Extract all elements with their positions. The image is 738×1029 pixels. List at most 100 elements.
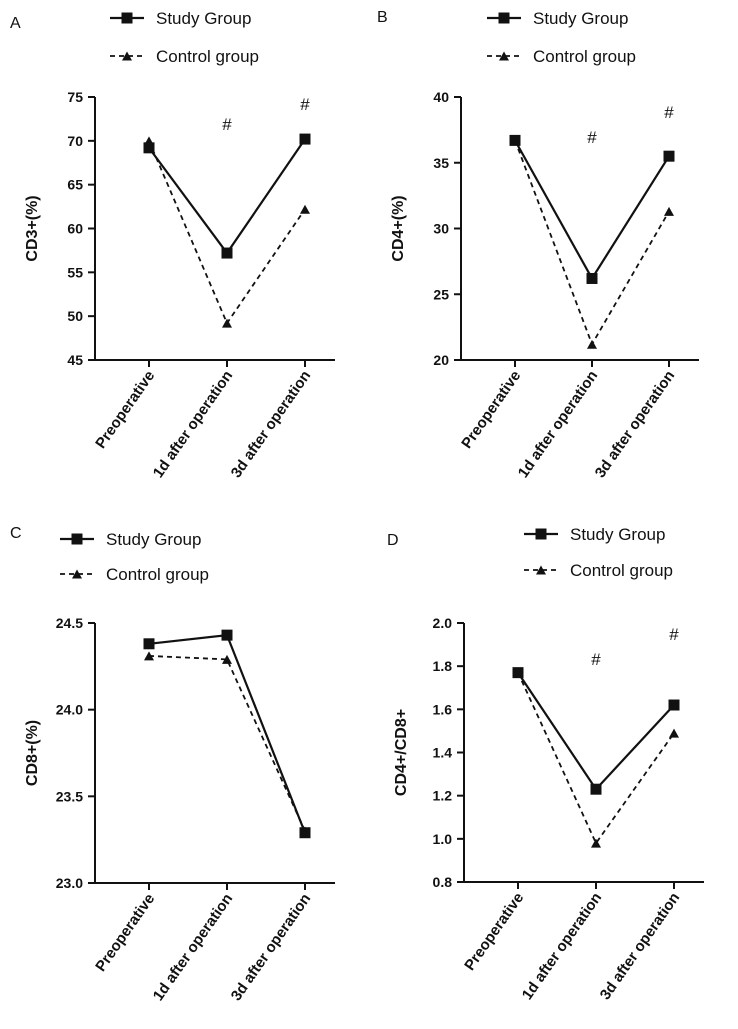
data-point-control — [144, 651, 154, 661]
data-point-control — [222, 654, 232, 664]
series-line-study — [148, 633, 307, 834]
data-point-control — [591, 838, 601, 848]
legend-label-study: Study Group — [106, 530, 201, 549]
legend-marker-study — [71, 533, 83, 545]
panel-letter: C — [10, 525, 22, 542]
data-point-study — [586, 272, 598, 284]
data-point-study — [299, 827, 311, 839]
y-tick-label: 25 — [433, 286, 449, 302]
y-tick-label: 1.8 — [433, 658, 453, 674]
x-tick-label: 1d after operation — [515, 368, 602, 482]
x-tick-label: 3d after operation — [592, 368, 679, 482]
series-line-control — [517, 672, 675, 845]
significance-marker: # — [587, 128, 597, 147]
legend-label-control: Control group — [106, 565, 209, 584]
panel-a-chart: A Study Group Control group 45 50 55 60 65 70 75 C… — [0, 0, 369, 514]
y-axis-label: CD4+/CD8+ — [393, 709, 410, 796]
y-tick-label: 40 — [433, 89, 449, 105]
y-tick-label: 2.0 — [433, 615, 453, 631]
x-tick-label: Preoperative — [458, 368, 524, 452]
y-tick-label: 45 — [67, 352, 83, 368]
y-tick-label: 1.6 — [433, 701, 453, 717]
legend-marker-control — [72, 569, 82, 579]
x-tick-label: Preoperative — [92, 891, 158, 975]
panel-letter: D — [387, 532, 399, 549]
data-point-control — [300, 204, 310, 214]
y-tick-label: 23.5 — [56, 788, 83, 804]
y-tick-label: 30 — [433, 221, 449, 237]
data-point-study — [590, 783, 602, 795]
y-tick-label: 35 — [433, 155, 449, 171]
y-axis-label: CD4+(%) — [390, 195, 407, 261]
legend-label-study: Study Group — [156, 9, 251, 28]
legend-marker-control — [536, 565, 546, 575]
y-tick-label: 24.5 — [56, 615, 83, 631]
y-tick-label: 20 — [433, 352, 449, 368]
y-axis-label: CD3+(%) — [24, 195, 41, 261]
legend-label-control: Control group — [533, 47, 636, 66]
y-tick-label: 70 — [67, 133, 83, 149]
significance-marker: # — [222, 115, 232, 134]
y-tick-label: 65 — [67, 177, 83, 193]
y-tick-label: 50 — [67, 308, 83, 324]
data-point-study — [143, 142, 155, 154]
series-line-study — [148, 138, 306, 255]
significance-marker: # — [591, 650, 601, 669]
x-tick-label: 3d after operation — [228, 368, 315, 482]
x-tick-label: Preoperative — [461, 890, 527, 974]
y-tick-label: 55 — [67, 264, 83, 280]
y-axis-label: CD8+(%) — [24, 720, 41, 786]
legend: Study Group Control group — [524, 525, 673, 580]
data-point-study — [509, 134, 521, 146]
y-tick-label: 1.4 — [433, 745, 453, 761]
data-point-study — [221, 629, 233, 641]
x-tick-label: 1d after operation — [150, 891, 237, 1005]
data-point-study — [299, 133, 311, 145]
legend: Study Group Control group — [110, 9, 259, 66]
panel-c-chart: C Study Group Control group 23.0 23.5 24.0 24.… — [0, 515, 369, 1029]
y-tick-label: 0.8 — [433, 874, 453, 890]
x-tick-label: 1d after operation — [150, 368, 237, 482]
series-line-control — [148, 140, 306, 326]
legend-marker-study — [121, 12, 133, 24]
series-line-study — [514, 139, 670, 281]
y-tick-label: 24.0 — [56, 702, 83, 718]
data-point-control — [587, 339, 597, 349]
y-tick-label: 1.2 — [433, 788, 453, 804]
data-point-study — [221, 247, 233, 259]
legend: Study Group Control group — [487, 9, 636, 66]
data-point-study — [512, 667, 524, 679]
data-point-study — [663, 150, 675, 162]
legend-label-study: Study Group — [533, 9, 628, 28]
data-point-study — [668, 699, 680, 711]
significance-marker: # — [669, 625, 679, 644]
data-point-control — [222, 318, 232, 328]
y-tick-label: 75 — [67, 89, 83, 105]
series-line-control — [148, 655, 306, 832]
x-tick-label: Preoperative — [92, 368, 158, 452]
data-point-control — [664, 206, 674, 216]
legend-marker-control — [499, 51, 509, 61]
x-tick-label: 3d after operation — [228, 891, 315, 1005]
significance-marker: # — [300, 95, 310, 114]
y-tick-label: 23.0 — [56, 875, 83, 891]
legend-label-study: Study Group — [570, 525, 665, 544]
x-tick-label: 3d after operation — [597, 890, 684, 1004]
panel-b-chart: B Study Group Control group 20 25 30 35 40 CD4+(… — [369, 0, 738, 514]
legend-label-control: Control group — [570, 561, 673, 580]
data-point-study — [143, 638, 155, 650]
y-tick-label: 1.0 — [433, 831, 453, 847]
panel-letter: B — [377, 9, 388, 26]
significance-marker: # — [664, 103, 674, 122]
series-line-study — [517, 672, 675, 791]
panel-d-chart: D Study Group Control group 0.8 1.0 1.2 1.4 1.6… — [369, 515, 738, 1029]
data-point-control — [669, 728, 679, 738]
legend-marker-study — [535, 528, 547, 540]
legend-label-control: Control group — [156, 47, 259, 66]
legend: Study Group Control group — [60, 530, 209, 584]
y-tick-label: 60 — [67, 221, 83, 237]
legend-marker-study — [498, 12, 510, 24]
panel-letter: A — [10, 15, 21, 32]
legend-marker-control — [122, 51, 132, 61]
series-line-control — [514, 140, 670, 347]
